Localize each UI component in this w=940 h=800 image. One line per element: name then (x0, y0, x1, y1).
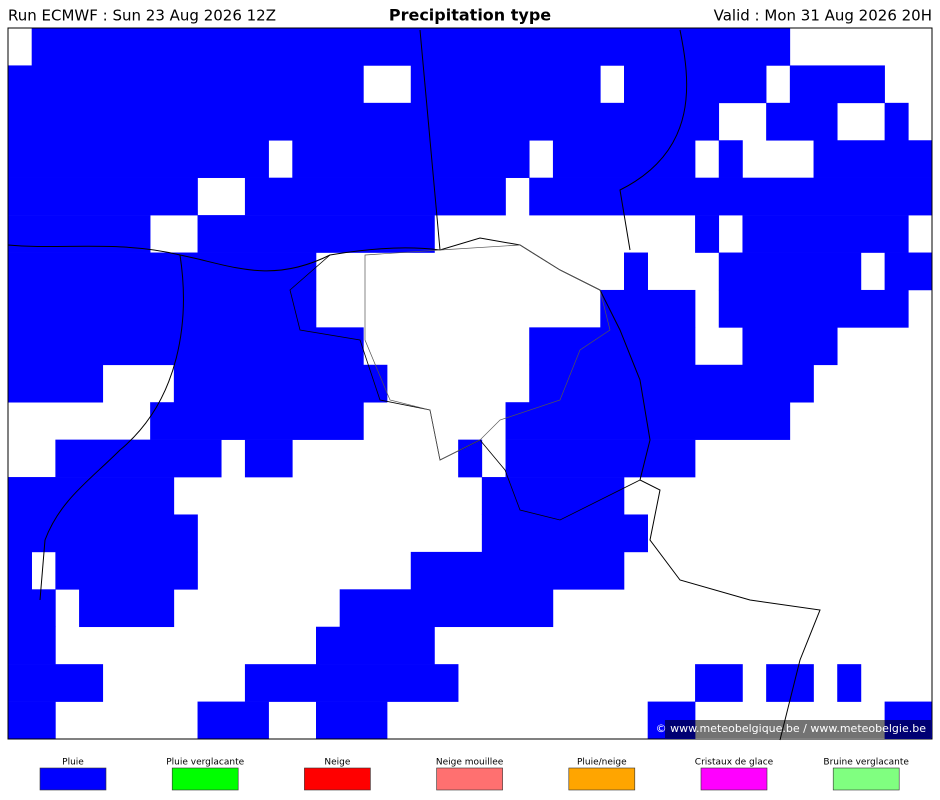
rain-area (695, 215, 720, 253)
rain-area (624, 65, 767, 104)
rain-area (410, 65, 601, 104)
rain-area (789, 65, 885, 104)
legend-label: Neige (324, 758, 350, 768)
rain-area (766, 664, 814, 702)
rain-area (150, 402, 364, 440)
copyright-bg (665, 720, 931, 738)
copyright: © www.meteobelgique.be / www.meteobelgie… (656, 722, 927, 735)
rain-area (244, 177, 506, 216)
rain-area (529, 177, 933, 216)
rain-area (8, 589, 56, 628)
rain-area (813, 140, 933, 178)
rain-area (55, 439, 222, 478)
rain-area (79, 589, 175, 628)
rain-area (197, 215, 435, 253)
legend-swatch (39, 767, 107, 791)
rain-area (410, 551, 625, 590)
rain-area (718, 140, 743, 178)
legend-label: Pluie (62, 758, 84, 768)
rain-area (8, 289, 317, 328)
legend-swatch (304, 767, 371, 791)
rain-area (8, 177, 198, 216)
rain-area (316, 626, 435, 665)
rain-area (624, 252, 648, 291)
rain-area (718, 252, 862, 291)
rain-area (8, 477, 175, 515)
rain-area (8, 626, 56, 665)
valid-info: Valid : Mon 31 Aug 2026 20H (714, 7, 932, 25)
rain-area (481, 514, 648, 553)
legend: Pluie Pluie verglacante Neige Neige mouille… (39, 758, 909, 791)
rain-area (695, 664, 743, 702)
legend-label: Cristaux de glace (695, 758, 774, 768)
rain-area (8, 664, 104, 702)
rain-area (837, 664, 862, 702)
legend-label: Pluie verglacante (166, 758, 244, 768)
rain-area (742, 327, 838, 366)
rain-area (766, 102, 838, 141)
rain-area (8, 514, 198, 553)
rain-area (197, 701, 269, 740)
legend-swatch (832, 767, 900, 791)
rain-area (552, 140, 696, 178)
rain-area (884, 252, 933, 291)
legend-swatch (700, 767, 768, 791)
rain-area (8, 327, 364, 366)
legend-label: Pluie/neige (577, 758, 627, 768)
rain-area (8, 140, 269, 178)
legend-swatch (568, 767, 636, 791)
borders (7, 29, 821, 741)
rain-area (244, 664, 459, 702)
rain-area (529, 364, 814, 403)
rain-area (244, 439, 293, 478)
rain-area (742, 215, 909, 253)
rain-area (339, 589, 554, 628)
rain-area (8, 551, 32, 590)
rain-area (8, 701, 56, 740)
rain-area (55, 551, 198, 590)
rain-area (505, 439, 696, 478)
legend-label: Bruine verglacante (823, 758, 909, 768)
rain-area (718, 289, 909, 328)
rain-area (8, 65, 364, 104)
rain-area (458, 439, 483, 478)
map-title: Precipitation type (389, 6, 551, 25)
run-info: Run ECMWF : Sun 23 Aug 2026 12Z (8, 7, 276, 25)
rain-area (316, 701, 388, 740)
map-frame (7, 27, 933, 740)
rain-area (600, 289, 696, 328)
legend-swatch (171, 767, 239, 791)
legend-swatch (436, 767, 503, 791)
precipitation-grid (8, 28, 933, 740)
rain-area (292, 140, 530, 178)
rain-area (8, 102, 720, 141)
legend-label: Neige mouillee (436, 758, 504, 768)
rain-area (173, 364, 388, 403)
rain-area (481, 477, 625, 515)
rain-area (505, 402, 791, 440)
rain-area (8, 252, 317, 291)
rain-area (31, 28, 791, 66)
rain-area (529, 327, 696, 366)
rain-area (8, 364, 104, 403)
rain-area (884, 102, 909, 141)
